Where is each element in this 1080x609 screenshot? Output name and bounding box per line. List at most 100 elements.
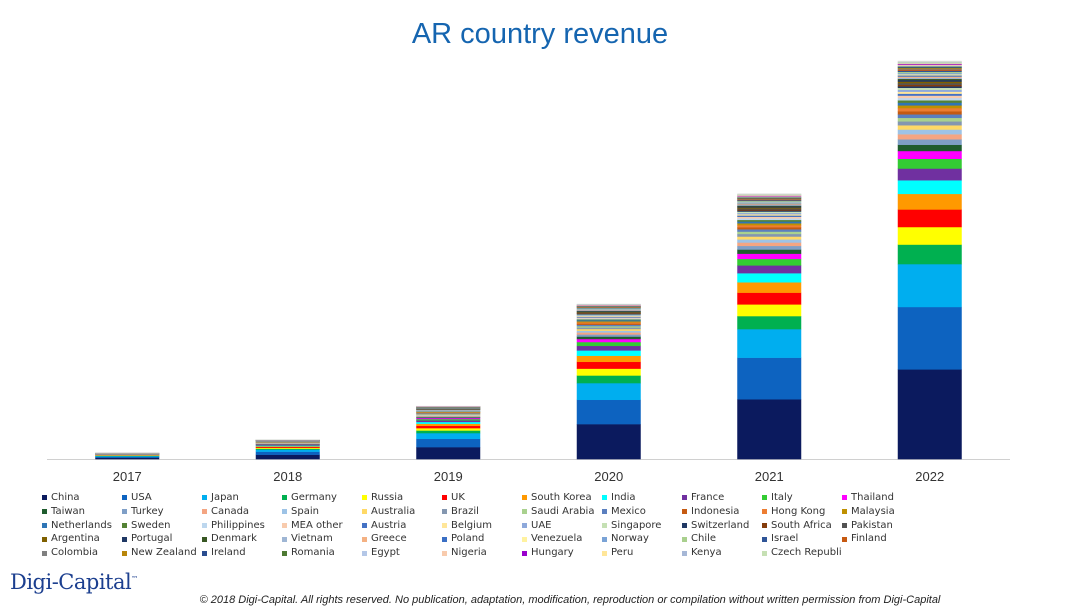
legend-item-taiwan: Taiwan: [42, 505, 122, 519]
legend-item-australia: Australia: [362, 505, 442, 519]
bar-segment-philippines-2021: [737, 218, 802, 221]
bar-segment-venezuela-2022: [897, 74, 962, 76]
bar-segment-spain-2022: [897, 129, 962, 135]
legend-item-denmark: Denmark: [202, 532, 282, 546]
legend-swatch: [602, 522, 607, 528]
bar-segment-pakistan-2020: [576, 312, 641, 314]
bar-segment-brazil-2020: [576, 327, 641, 330]
bar-segment-saudi-arabia-2021: [737, 231, 802, 235]
legend-label: Norway: [611, 533, 649, 545]
bar-segment-italy-2019: [416, 418, 481, 421]
legend-label: Argentina: [51, 533, 100, 545]
legend-swatch: [122, 536, 127, 542]
bar-segment-usa-2020: [576, 399, 641, 425]
bar-segment-switzerland-2021: [737, 210, 802, 212]
bar-segment-other-2021: [737, 193, 802, 195]
legend-swatch: [762, 522, 767, 528]
bar-segment-south-africa-2021: [737, 209, 802, 211]
legend-swatch: [442, 522, 447, 528]
bar-segment-sweden-2019: [416, 411, 481, 412]
bar-segment-ireland-2022: [897, 67, 962, 69]
bar-segment-usa-2022: [897, 306, 962, 370]
bar-segment-mea-other-2021: [737, 216, 802, 219]
legend-swatch: [442, 536, 447, 542]
legend-item-spain: Spain: [282, 505, 362, 519]
bar-segment-mexico-2021: [737, 229, 802, 232]
bar-segment-denmark-2022: [897, 78, 962, 81]
legend-label: Singapore: [611, 519, 662, 531]
bar-segment-norway-2020: [576, 308, 641, 310]
legend-swatch: [122, 550, 127, 556]
legend-label: Thailand: [851, 492, 894, 503]
legend-item-argentina: Argentina: [42, 532, 122, 546]
bar-segment-sweden-2021: [737, 219, 802, 222]
legend-item-canada: Canada: [202, 505, 282, 519]
bar-segment-austria-2021: [737, 215, 802, 217]
legend-item-mexico: Mexico: [602, 505, 682, 519]
bar-segment-netherlands-2021: [737, 221, 802, 224]
legend-swatch: [842, 495, 847, 501]
bar-segment-india-2019: [416, 421, 481, 424]
legend-item-chile: Chile: [682, 532, 762, 546]
bar-segment-thailand-2020: [576, 338, 641, 343]
legend-label: Mexico: [611, 505, 646, 517]
bar-segment-argentina-2022: [897, 81, 962, 84]
bar-segment-usa-2017: [95, 456, 160, 458]
legend-swatch: [282, 495, 287, 501]
bar-segment-mea-other-2020: [576, 317, 641, 319]
legend-item-japan: Japan: [202, 491, 282, 505]
bar-segment-mexico-2019: [416, 413, 481, 414]
bar-segment-denmark-2020: [576, 310, 641, 312]
legend-label: South Africa: [771, 519, 832, 531]
legend-item-belgium: Belgium: [442, 519, 522, 533]
x-tick-label-2021: 2021: [755, 469, 784, 484]
bar-segment-peru-2021: [737, 195, 802, 196]
bar-segment-poland-2020: [576, 309, 641, 311]
legend-label: Belgium: [451, 519, 492, 531]
bar-segment-norway-2021: [737, 201, 802, 203]
bar-segment-uk-2019: [416, 425, 481, 429]
bar-segment-sweden-2022: [897, 100, 962, 103]
bar-segment-italy-2020: [576, 341, 641, 347]
bar-segment-hong-kong-2020: [576, 322, 641, 324]
legend-label: Malaysia: [851, 505, 895, 517]
bar-segment-china-2017: [95, 457, 160, 460]
bar-segment-uk-2021: [737, 292, 802, 305]
legend-swatch: [842, 536, 847, 542]
legend-swatch: [202, 522, 207, 528]
bar-segment-italy-2018: [255, 444, 320, 446]
bar-segment-thailand-2019: [416, 417, 481, 420]
legend-label: South Korea: [531, 492, 592, 503]
bar-segment-finland-2021: [737, 199, 802, 201]
legend-label: Canada: [211, 505, 250, 517]
legend-item-pakistan: Pakistan: [842, 519, 922, 533]
bar-segment-greece-2021: [737, 203, 802, 206]
legend-label: Kenya: [691, 547, 722, 559]
legend-label: USA: [131, 492, 152, 503]
legend-swatch: [682, 522, 687, 528]
bar-segment-india-2018: [255, 445, 320, 447]
bar-segment-kenya-2020: [576, 304, 641, 306]
bar-segment-switzerland-2020: [576, 313, 641, 315]
bar-segment-argentina-2021: [737, 207, 802, 209]
bar-segment-hong-kong-2019: [416, 412, 481, 413]
bar-segment-poland-2022: [897, 75, 962, 77]
bar-segment-netherlands-2019: [416, 411, 481, 413]
legend-swatch: [202, 536, 207, 542]
legend-label: Denmark: [211, 533, 257, 545]
legend-label: Indonesia: [691, 505, 740, 517]
legend-swatch: [842, 509, 847, 515]
legend-label: Egypt: [371, 547, 400, 559]
bar-segment-vietnam-2021: [737, 204, 802, 206]
legend-item-south-africa: South Africa: [762, 519, 842, 533]
bar-segment-usa-2021: [737, 357, 802, 400]
bar-segment-other-2022: [897, 60, 962, 62]
legend-label: Vietnam: [291, 533, 333, 545]
bar-segment-india-2020: [576, 350, 641, 356]
legend-item-netherlands: Netherlands: [42, 519, 122, 533]
bar-segment-saudi-arabia-2020: [576, 326, 641, 328]
bar-segment-switzerland-2022: [897, 86, 962, 89]
legend-label: Russia: [371, 492, 404, 503]
legend-swatch: [442, 495, 447, 501]
bar-segment-belgium-2022: [897, 91, 962, 94]
